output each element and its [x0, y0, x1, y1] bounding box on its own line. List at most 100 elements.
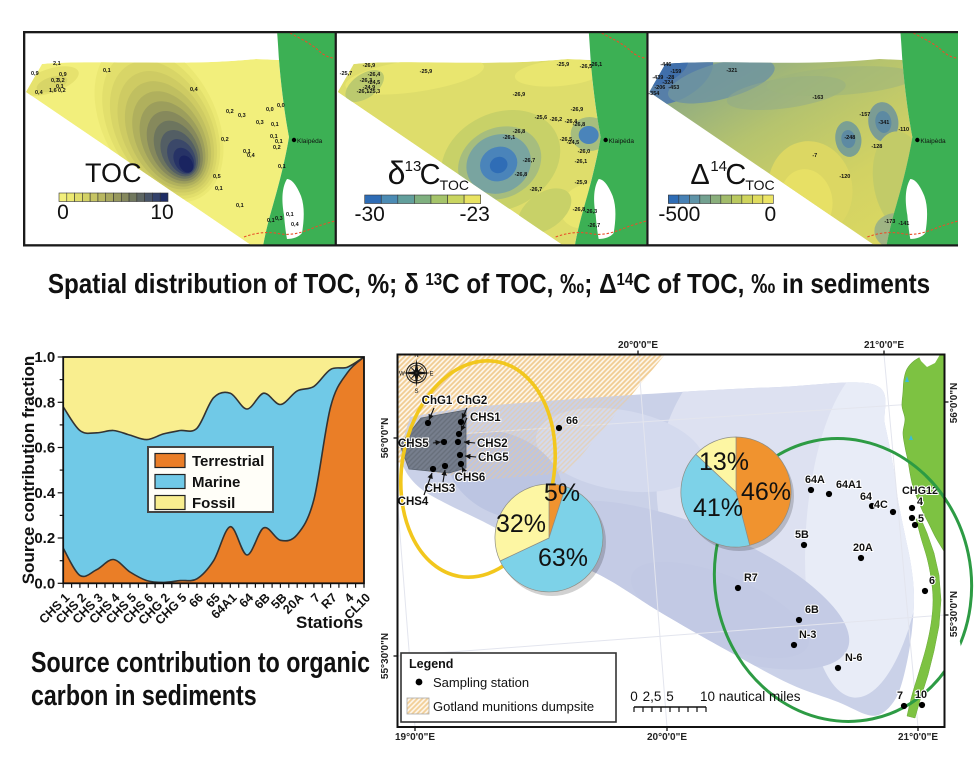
svg-text:Klaipėda: Klaipėda: [297, 138, 323, 145]
svg-text:0.4: 0.4: [34, 485, 56, 502]
svg-text:-324: -324: [662, 80, 674, 86]
svg-text:13%: 13%: [699, 448, 749, 476]
svg-text:0,0: 0,0: [277, 103, 285, 109]
svg-text:-25,9: -25,9: [575, 180, 588, 186]
svg-text:1,6: 1,6: [49, 88, 57, 94]
svg-text:-24,5: -24,5: [567, 140, 580, 146]
svg-text:-24,9: -24,9: [363, 85, 376, 91]
svg-text:32%: 32%: [496, 510, 546, 538]
svg-text:63%: 63%: [538, 544, 588, 572]
svg-text:2,1: 2,1: [53, 61, 61, 67]
svg-text:20°0'0"E: 20°0'0"E: [647, 732, 687, 743]
svg-text:-157: -157: [859, 112, 870, 118]
svg-text:0,1: 0,1: [278, 164, 286, 170]
svg-text:-341: -341: [878, 120, 889, 126]
svg-text:TOC: TOC: [440, 177, 469, 193]
svg-text:-159: -159: [670, 69, 681, 75]
svg-text:0,1: 0,1: [103, 68, 111, 74]
svg-text:-446: -446: [660, 62, 671, 68]
svg-text:-26,8: -26,8: [573, 207, 586, 213]
svg-text:Gotland munitions dumpsite: Gotland munitions dumpsite: [433, 699, 594, 714]
svg-text:5B: 5B: [795, 529, 809, 541]
svg-text:7: 7: [897, 690, 903, 702]
svg-text:-26,5: -26,5: [580, 64, 593, 70]
svg-text:0,2: 0,2: [221, 137, 229, 143]
svg-text:0,2: 0,2: [273, 145, 281, 151]
svg-text:10: 10: [150, 201, 173, 224]
svg-text:-23: -23: [459, 203, 489, 226]
svg-text:E: E: [430, 372, 434, 378]
svg-text:5: 5: [666, 689, 674, 704]
svg-text:Source contribution fraction: Source contribution fraction: [19, 356, 38, 585]
svg-text:-128: -128: [871, 144, 882, 150]
svg-text:2,5: 2,5: [643, 689, 662, 704]
svg-text:-26,9: -26,9: [571, 107, 584, 113]
svg-text:5%: 5%: [544, 479, 580, 507]
svg-text:64A: 64A: [805, 474, 825, 486]
svg-text:-26,4: -26,4: [368, 72, 381, 78]
svg-text:CHS6: CHS6: [455, 472, 486, 484]
svg-text:20°0'0"E: 20°0'0"E: [618, 340, 658, 351]
svg-text:66: 66: [566, 415, 578, 427]
svg-text:-26,8: -26,8: [513, 129, 526, 135]
svg-text:S: S: [414, 389, 418, 395]
svg-text:0.8: 0.8: [34, 394, 55, 411]
svg-text:0,3: 0,3: [275, 216, 283, 222]
svg-text:19°0'0"E: 19°0'0"E: [395, 732, 435, 743]
svg-text:0,2: 0,2: [226, 109, 234, 115]
svg-text:0,0: 0,0: [266, 107, 274, 113]
svg-text:-26,5: -26,5: [560, 137, 573, 143]
svg-text:CHS2: CHS2: [477, 438, 508, 450]
svg-text:-26,9: -26,9: [363, 63, 376, 69]
svg-text:-30: -30: [354, 203, 384, 226]
svg-text:-26,2: -26,2: [550, 117, 563, 123]
svg-text:-25,9: -25,9: [557, 62, 570, 68]
svg-text:-120: -120: [839, 174, 850, 180]
svg-text:64: 64: [860, 491, 872, 503]
svg-text:-500: -500: [658, 203, 700, 226]
svg-text:21°0'0"E: 21°0'0"E: [898, 732, 938, 743]
svg-text:-26,7: -26,7: [530, 187, 543, 193]
svg-text:0,1: 0,1: [275, 139, 283, 145]
svg-text:CHS4: CHS4: [398, 496, 429, 508]
svg-text:-248: -248: [844, 135, 855, 141]
svg-text:0,1: 0,1: [286, 212, 294, 218]
svg-text:N: N: [414, 353, 418, 359]
svg-text:CHS5: CHS5: [398, 438, 429, 450]
svg-text:-26,8: -26,8: [515, 172, 528, 178]
svg-text:-453: -453: [668, 85, 679, 91]
svg-text:-26,1: -26,1: [357, 89, 370, 95]
svg-text:0,4: 0,4: [247, 153, 256, 159]
svg-text:-26,8: -26,8: [573, 122, 586, 128]
svg-text:-26,7: -26,7: [588, 223, 601, 229]
svg-text:41%: 41%: [693, 494, 743, 522]
svg-text:46%: 46%: [741, 478, 791, 506]
svg-text:δ: δ: [388, 155, 406, 191]
svg-text:-354: -354: [648, 91, 660, 97]
svg-text:-26,3: -26,3: [360, 78, 373, 84]
svg-text:-28: -28: [666, 75, 674, 81]
svg-text:0,1: 0,1: [243, 149, 251, 155]
svg-text:Δ: Δ: [690, 159, 709, 191]
svg-text:Legend: Legend: [409, 657, 453, 671]
svg-text:55°30'0"N: 55°30'0"N: [380, 633, 391, 679]
svg-text:4C: 4C: [874, 499, 888, 511]
svg-text:-26,1: -26,1: [503, 135, 516, 141]
svg-text:Stations: Stations: [296, 613, 363, 632]
svg-text:-26,1: -26,1: [590, 62, 603, 68]
svg-text:-26,4: -26,4: [565, 119, 578, 125]
svg-text:-25,6: -25,6: [535, 115, 548, 121]
svg-text:-321: -321: [726, 68, 737, 74]
svg-text:R7: R7: [744, 572, 758, 584]
svg-text:0,7: 0,7: [51, 78, 59, 84]
svg-text:0.0: 0.0: [34, 575, 55, 592]
svg-text:0.6: 0.6: [34, 440, 55, 457]
svg-text:1.0: 1.0: [34, 349, 55, 366]
svg-text:56°0'0"N: 56°0'0"N: [949, 383, 960, 424]
svg-text:0,4: 0,4: [291, 222, 300, 228]
svg-text:0,4: 0,4: [35, 90, 44, 96]
svg-text:-26,1: -26,1: [575, 159, 588, 165]
svg-text:N-6: N-6: [845, 652, 862, 664]
svg-text:-26,0: -26,0: [578, 149, 591, 155]
svg-text:Klaipėda: Klaipėda: [609, 138, 635, 145]
